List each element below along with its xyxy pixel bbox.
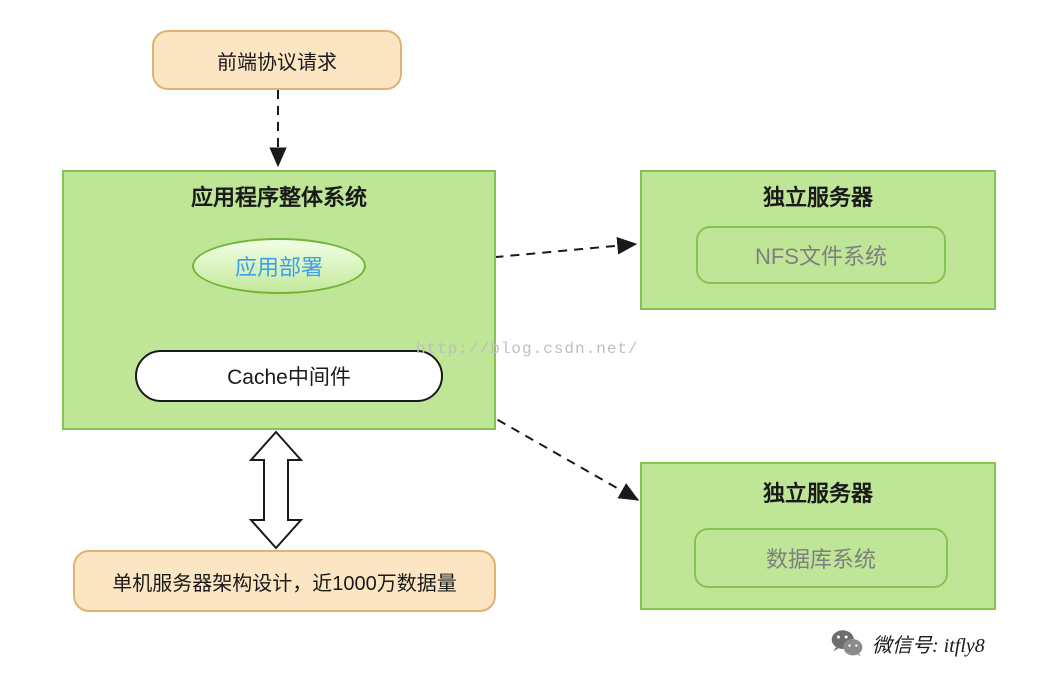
label-app-system: 应用程序整体系统 [64, 180, 494, 212]
wechat-label: 微信号: itfly8 [872, 629, 985, 658]
wechat-badge: 微信号: itfly8 [830, 626, 985, 660]
edge-app-to-footer-block-arrow [251, 432, 301, 548]
label-frontend-request: 前端协议请求 [217, 46, 337, 75]
label-db-server-box: 独立服务器 [642, 476, 994, 508]
node-app-deploy: 应用部署 [192, 238, 366, 294]
node-nfs-inner: NFS文件系统 [696, 226, 946, 284]
label-footer-note: 单机服务器架构设计，近1000万数据量 [112, 567, 457, 596]
node-cache-middleware: Cache中间件 [135, 350, 443, 402]
label-db-inner: 数据库系统 [766, 542, 876, 574]
node-footer-note: 单机服务器架构设计，近1000万数据量 [73, 550, 496, 612]
diagram-canvas: 前端协议请求 应用程序整体系统 应用部署 Cache中间件 独立服务器 NFS文… [0, 0, 1042, 682]
label-nfs-inner: NFS文件系统 [755, 239, 887, 271]
watermark-text: http://blog.csdn.net/ [416, 340, 639, 358]
node-frontend-request: 前端协议请求 [152, 30, 402, 90]
label-cache-middleware: Cache中间件 [227, 361, 351, 391]
label-nfs-server-box: 独立服务器 [642, 180, 994, 212]
label-app-deploy: 应用部署 [235, 250, 323, 282]
wechat-icon [830, 626, 864, 660]
node-db-inner: 数据库系统 [694, 528, 948, 588]
